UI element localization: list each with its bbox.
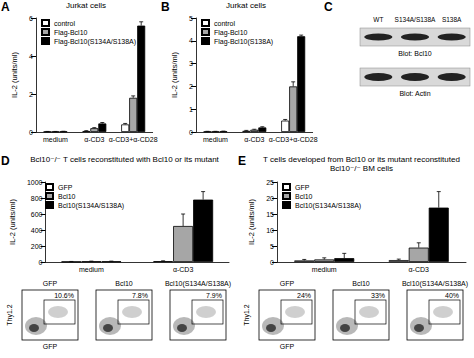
svg-text:Thy1.2: Thy1.2: [243, 304, 251, 326]
svg-text:Flag-Bcl10: Flag-Bcl10: [54, 29, 88, 37]
svg-text:Bcl10(S134A/S138A): Bcl10(S134A/S138A): [165, 280, 231, 288]
html-text:A: A: [1, 0, 10, 14]
svg-text:IL-2 (units/ml): IL-2 (units/ml): [10, 52, 19, 98]
html-text:E: E: [238, 154, 246, 168]
svg-text:Bcl10: Bcl10: [352, 280, 370, 287]
svg-text:IL-2 (units/ml): IL-2 (units/ml): [8, 199, 17, 245]
svg-text:GFP: GFP: [295, 184, 310, 191]
svg-text:0: 0: [189, 129, 193, 136]
svg-text:3: 3: [189, 60, 193, 67]
svg-text:IL-2 (units/ml): IL-2 (units/ml): [170, 52, 179, 98]
svg-text:33%: 33%: [371, 292, 385, 299]
svg-text:200: 200: [31, 243, 43, 250]
svg-text:GFP: GFP: [43, 343, 58, 350]
svg-text:0: 0: [270, 259, 274, 266]
html-text:T cells developed from Bcl10 o: T cells developed from Bcl10 or its muta…: [263, 155, 460, 173]
svg-text:α-CD3: α-CD3: [84, 136, 104, 143]
svg-text:400: 400: [31, 227, 43, 234]
svg-text:Thy1.2: Thy1.2: [6, 304, 14, 326]
svg-text:S134A/S138A: S134A/S138A: [395, 16, 437, 23]
html-text:Jurkat cells: Jurkat cells: [226, 1, 266, 10]
svg-text:IL-2 (units/ml): IL-2 (units/ml): [247, 199, 256, 245]
svg-text:10.6%: 10.6%: [54, 292, 74, 299]
svg-text:Blot: Bcl10: Blot: Bcl10: [398, 50, 432, 57]
svg-text:GFP: GFP: [58, 184, 73, 191]
html-text:Bcl10⁻/⁻ T cells reconstituted: Bcl10⁻/⁻ T cells reconstituted with Bcl1…: [30, 155, 219, 164]
svg-text:4: 4: [29, 53, 33, 60]
svg-text:5: 5: [270, 243, 274, 250]
html-text:Jurkat cells: Jurkat cells: [66, 1, 106, 10]
svg-text:medium: medium: [43, 136, 68, 143]
svg-text:40%: 40%: [445, 292, 459, 299]
svg-text:Blot: Actin: Blot: Actin: [399, 90, 430, 97]
svg-text:4: 4: [189, 37, 193, 44]
svg-text:control: control: [54, 20, 75, 27]
html-text:B: B: [161, 0, 170, 14]
svg-text:10: 10: [266, 227, 274, 234]
svg-text:800: 800: [31, 195, 43, 202]
svg-text:2: 2: [29, 91, 33, 98]
svg-text:Bcl10: Bcl10: [115, 280, 133, 287]
svg-text:Bcl10: Bcl10: [58, 193, 76, 200]
svg-text:20: 20: [266, 195, 274, 202]
svg-text:medium: medium: [312, 266, 337, 273]
svg-text:α-CD3: α-CD3: [409, 266, 429, 273]
svg-text:α-CD3+α-CD28: α-CD3+α-CD28: [109, 136, 158, 143]
svg-text:α-CD3+α-CD28: α-CD3+α-CD28: [269, 136, 318, 143]
svg-text:5: 5: [189, 15, 193, 22]
svg-text:15: 15: [266, 211, 274, 218]
svg-text:Flag-Bcl10(S138A): Flag-Bcl10(S138A): [214, 38, 273, 46]
svg-text:7.9%: 7.9%: [206, 292, 222, 299]
svg-text:medium: medium: [203, 136, 228, 143]
svg-text:Flag-Bcl10: Flag-Bcl10: [214, 29, 248, 37]
svg-text:25: 25: [266, 179, 274, 186]
svg-text:Bcl10: Bcl10: [295, 193, 313, 200]
svg-text:GFP: GFP: [280, 343, 295, 350]
svg-text:Flag-Bcl10(S134A/S138A): Flag-Bcl10(S134A/S138A): [54, 38, 136, 46]
svg-text:WT: WT: [373, 16, 383, 23]
svg-text:α-CD3: α-CD3: [173, 266, 193, 273]
svg-text:6: 6: [29, 15, 33, 22]
svg-text:24%: 24%: [297, 292, 311, 299]
html-text:D: D: [1, 154, 10, 168]
svg-text:Bcl10(S134A/S138A): Bcl10(S134A/S138A): [58, 202, 124, 210]
svg-text:S138A: S138A: [442, 16, 462, 23]
svg-text:1: 1: [189, 106, 193, 113]
svg-text:600: 600: [31, 211, 43, 218]
svg-text:Bcl10(S134A/S138A): Bcl10(S134A/S138A): [402, 280, 468, 288]
svg-text:GFP: GFP: [43, 280, 58, 287]
svg-text:α-CD3: α-CD3: [244, 136, 264, 143]
html-text:C: C: [324, 0, 333, 14]
svg-text:Bcl10(S134A/S138A): Bcl10(S134A/S138A): [295, 202, 361, 210]
svg-text:0: 0: [29, 129, 33, 136]
svg-text:GFP: GFP: [280, 280, 295, 287]
svg-text:medium: medium: [79, 266, 104, 273]
svg-text:2: 2: [189, 83, 193, 90]
svg-text:0: 0: [39, 259, 43, 266]
svg-text:1000: 1000: [27, 179, 43, 186]
svg-text:7.8%: 7.8%: [132, 292, 148, 299]
svg-text:control: control: [214, 20, 235, 27]
